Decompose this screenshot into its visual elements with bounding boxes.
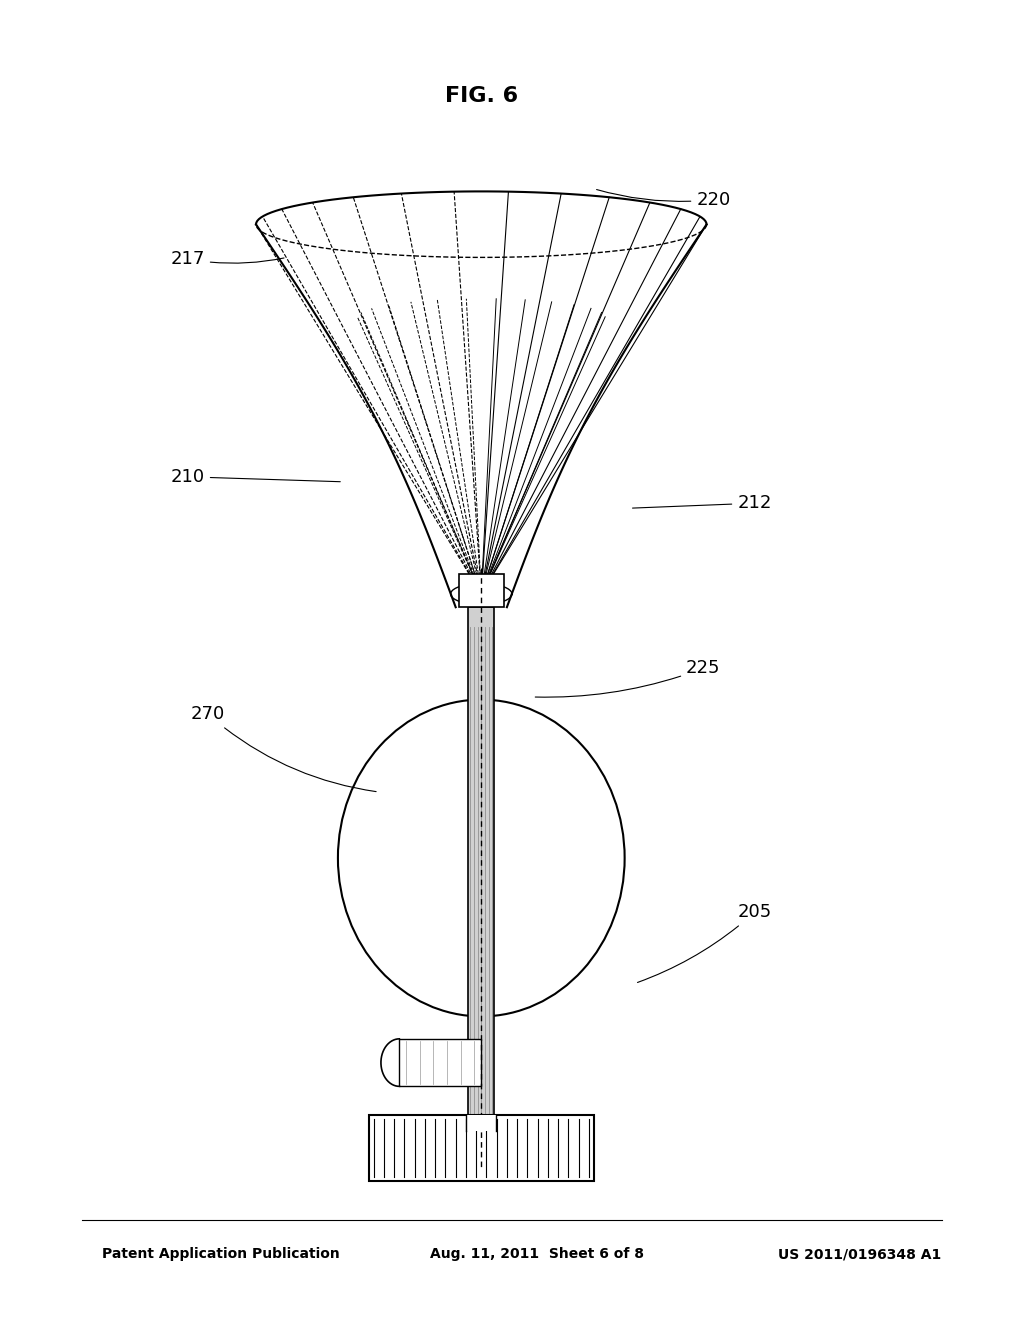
Bar [459,574,504,607]
Text: FIG. 6: FIG. 6 [444,86,518,106]
Text: US 2011/0196348 A1: US 2011/0196348 A1 [778,1247,941,1262]
Text: 212: 212 [633,494,772,512]
Text: 217: 217 [170,249,284,268]
Text: Aug. 11, 2011  Sheet 6 of 8: Aug. 11, 2011 Sheet 6 of 8 [430,1247,644,1262]
Text: 220: 220 [597,190,730,209]
Text: 270: 270 [191,705,376,792]
Text: 225: 225 [536,659,721,697]
Bar [466,1115,496,1131]
Bar [468,607,494,1162]
Bar [369,1115,594,1181]
Ellipse shape [338,700,625,1016]
Text: 205: 205 [638,903,771,982]
Text: 210: 210 [171,467,340,486]
Text: Patent Application Publication: Patent Application Publication [102,1247,340,1262]
Bar [399,1039,481,1086]
